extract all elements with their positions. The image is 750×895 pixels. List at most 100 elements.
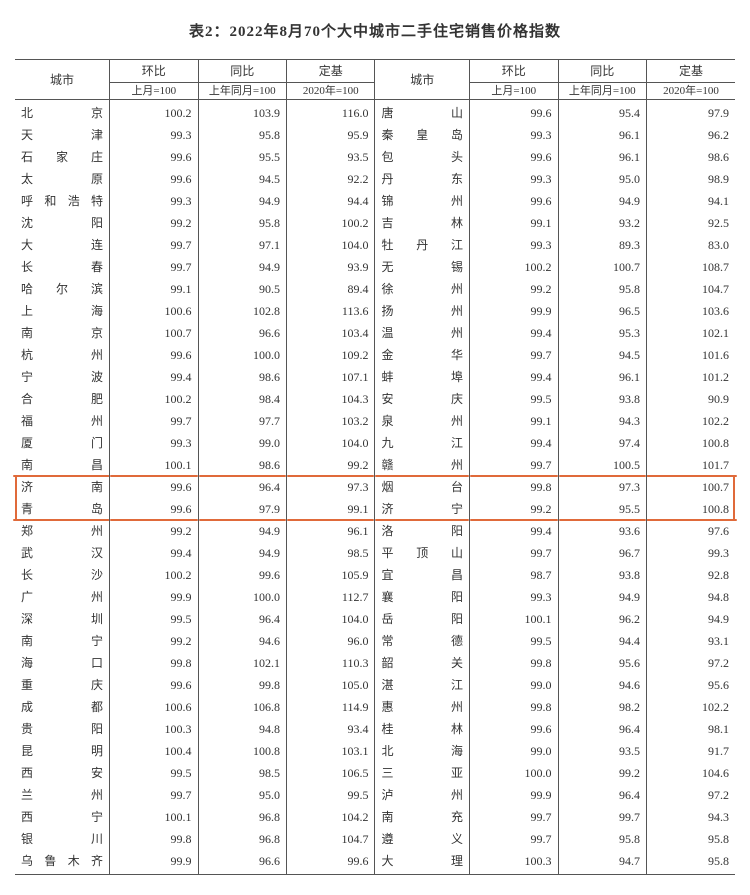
base-value: 95.8 [646,850,735,875]
base-value: 94.1 [646,190,735,212]
mom-value: 99.0 [470,740,558,762]
city-name: 包 头 [375,146,470,168]
table-row: 广 州99.9100.0112.7襄 阳99.394.994.8 [15,586,735,608]
mom-value: 100.3 [470,850,558,875]
base-value: 89.4 [287,278,375,300]
base-value: 101.2 [646,366,735,388]
yoy-value: 95.5 [198,146,286,168]
yoy-value: 89.3 [558,234,646,256]
header-city-1: 城市 [15,60,110,100]
base-value: 109.2 [287,344,375,366]
yoy-value: 95.6 [558,652,646,674]
mom-value: 99.1 [470,410,558,432]
base-value: 97.9 [646,100,735,125]
yoy-value: 93.5 [558,740,646,762]
city-name: 昆 明 [15,740,110,762]
city-name: 无 锡 [375,256,470,278]
base-value: 103.1 [287,740,375,762]
mom-value: 100.2 [110,100,198,125]
yoy-value: 96.1 [558,124,646,146]
city-name: 湛 江 [375,674,470,696]
table-row: 呼和浩特99.394.994.4锦 州99.694.994.1 [15,190,735,212]
city-name: 三 亚 [375,762,470,784]
base-value: 83.0 [646,234,735,256]
mom-value: 100.0 [470,762,558,784]
base-value: 98.1 [646,718,735,740]
mom-value: 99.2 [470,278,558,300]
header-mom-1: 环比 [110,60,198,83]
table-row: 长 沙100.299.6105.9宜 昌98.793.892.8 [15,564,735,586]
city-name: 上 海 [15,300,110,322]
base-value: 92.2 [287,168,375,190]
mom-value: 100.4 [110,740,198,762]
base-value: 91.7 [646,740,735,762]
table-row: 厦 门99.399.0104.0九 江99.497.4100.8 [15,432,735,454]
yoy-value: 96.8 [198,806,286,828]
table-row: 重 庆99.699.8105.0湛 江99.094.695.6 [15,674,735,696]
base-value: 90.9 [646,388,735,410]
city-name: 沈 阳 [15,212,110,234]
mom-value: 99.6 [110,476,198,498]
city-name: 南 昌 [15,454,110,476]
mom-value: 99.7 [470,806,558,828]
table-row: 宁 波99.498.6107.1蚌 埠99.496.1101.2 [15,366,735,388]
mom-value: 98.7 [470,564,558,586]
city-name: 福 州 [15,410,110,432]
mom-value: 99.4 [470,432,558,454]
yoy-value: 94.4 [558,630,646,652]
mom-value: 99.7 [470,542,558,564]
base-value: 100.8 [646,498,735,520]
yoy-value: 100.8 [198,740,286,762]
mom-value: 99.4 [470,520,558,542]
table-row: 济 南99.696.497.3烟 台99.897.3100.7 [15,476,735,498]
base-value: 103.4 [287,322,375,344]
city-name: 洛 阳 [375,520,470,542]
base-value: 97.2 [646,784,735,806]
table-row: 兰 州99.795.099.5泸 州99.996.497.2 [15,784,735,806]
city-name: 襄 阳 [375,586,470,608]
mom-value: 100.7 [110,322,198,344]
table-row: 昆 明100.4100.8103.1北 海99.093.591.7 [15,740,735,762]
city-name: 岳 阳 [375,608,470,630]
mom-value: 99.5 [470,388,558,410]
base-value: 96.2 [646,124,735,146]
base-value: 93.1 [646,630,735,652]
base-value: 104.6 [646,762,735,784]
table-row: 北 京100.2103.9116.0唐 山99.695.497.9 [15,100,735,125]
yoy-value: 96.8 [198,828,286,850]
base-value: 104.2 [287,806,375,828]
mom-value: 99.7 [110,234,198,256]
base-value: 99.3 [646,542,735,564]
table-row: 西 安99.598.5106.5三 亚100.099.2104.6 [15,762,735,784]
mom-value: 99.8 [110,828,198,850]
yoy-value: 94.9 [558,586,646,608]
base-value: 107.1 [287,366,375,388]
base-value: 99.5 [287,784,375,806]
table-row: 上 海100.6102.8113.6扬 州99.996.5103.6 [15,300,735,322]
yoy-value: 95.8 [558,278,646,300]
city-name: 哈 尔 滨 [15,278,110,300]
yoy-value: 94.3 [558,410,646,432]
table-row: 沈 阳99.295.8100.2吉 林99.193.292.5 [15,212,735,234]
base-value: 97.2 [646,652,735,674]
city-name: 西 宁 [15,806,110,828]
base-value: 99.1 [287,498,375,520]
city-name: 丹 东 [375,168,470,190]
mom-value: 99.9 [470,300,558,322]
table-row: 青 岛99.697.999.1济 宁99.295.5100.8 [15,498,735,520]
yoy-value: 95.4 [558,100,646,125]
city-name: 大 连 [15,234,110,256]
city-name: 济 南 [15,476,110,498]
base-value: 101.6 [646,344,735,366]
city-name: 秦 皇 岛 [375,124,470,146]
header-city-2: 城市 [375,60,470,100]
city-name: 郑 州 [15,520,110,542]
mom-value: 99.6 [110,498,198,520]
mom-value: 99.6 [110,168,198,190]
base-value: 104.0 [287,234,375,256]
yoy-value: 94.9 [198,256,286,278]
base-value: 94.4 [287,190,375,212]
base-value: 94.8 [646,586,735,608]
base-value: 93.4 [287,718,375,740]
table-row: 郑 州99.294.996.1洛 阳99.493.697.6 [15,520,735,542]
